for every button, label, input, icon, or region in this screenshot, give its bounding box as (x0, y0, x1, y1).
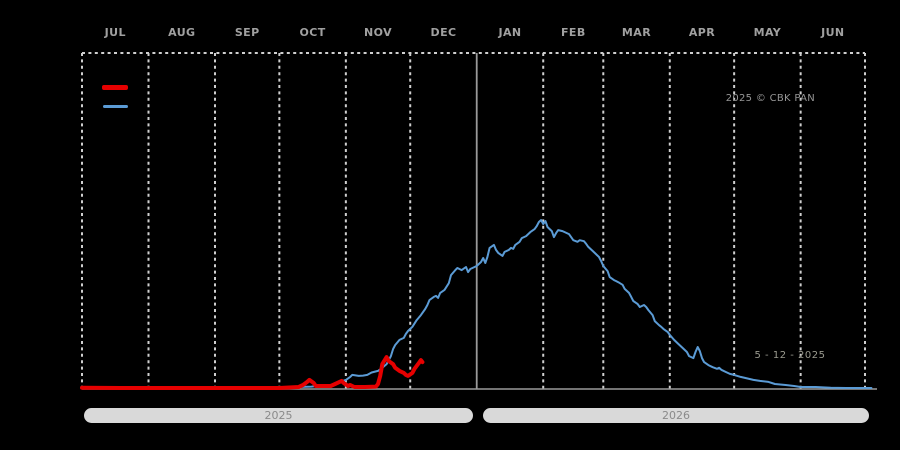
year-bar-2026[interactable]: 2026 (483, 408, 869, 423)
month-label-oct: OCT (299, 26, 326, 39)
legend-blue-line-swatch (103, 105, 128, 108)
legend-red-line-swatch (102, 85, 128, 90)
red-line-path (80, 355, 425, 390)
month-label-jun: JUN (821, 26, 845, 39)
year-bar-2025[interactable]: 2025 (84, 408, 473, 423)
copyright-label: 2025 © CBK PAN (725, 93, 815, 104)
month-label-apr: APR (688, 26, 716, 39)
month-label-jan: JAN (498, 26, 522, 39)
month-label-mar: MAR (621, 26, 652, 39)
month-label-jul: JUL (104, 26, 126, 39)
month-label-may: MAY (753, 26, 782, 39)
month-label-nov: NOV (364, 26, 392, 39)
month-label-feb: FEB (560, 26, 586, 39)
blue-line-path (81, 219, 873, 389)
month-label-aug: AUG (168, 26, 196, 39)
month-label-dec: DEC (430, 26, 457, 39)
date-annotation: 5 - 12 - 2025 (754, 350, 826, 361)
month-axis: JUL AUG SEP OCT NOV DEC JAN FEB MAR APR MAY JUN (0, 0, 900, 45)
month-label-sep: SEP (234, 26, 260, 39)
